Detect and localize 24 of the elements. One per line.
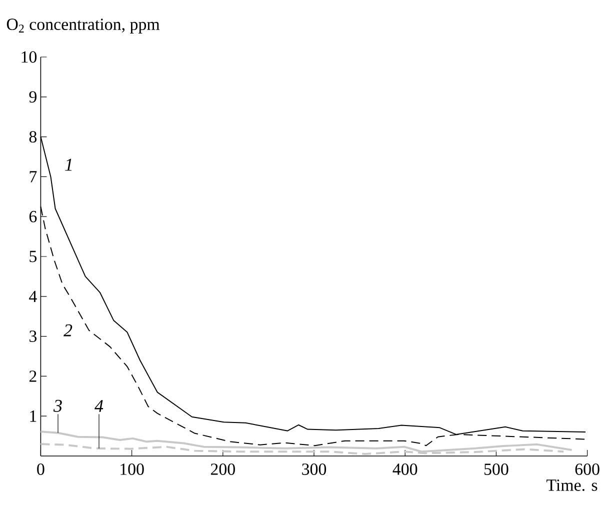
y-tick-label: 9 — [29, 91, 36, 103]
y-tick-label: 7 — [30, 171, 37, 182]
series-label: 1 — [65, 158, 72, 171]
series-label: 3 — [53, 400, 62, 412]
y-axis-title: O$_{2}$ concentration, ppm — [6, 18, 160, 34]
y-tick-label: 4 — [29, 290, 37, 302]
line-series — [40, 430, 573, 453]
x-tick-label: 200 — [210, 464, 235, 475]
text: 4 — [94, 400, 104, 412]
y-tick-label: 2 — [29, 370, 36, 382]
x-tick-label: 600 — [575, 464, 600, 475]
x-tick-label: 0 — [37, 464, 44, 475]
x-tick-label: 500 — [484, 464, 508, 475]
x-tick-label: 300 — [302, 464, 326, 475]
y-tick-label: 5 — [30, 250, 37, 262]
y-tick-label: 8 — [29, 131, 37, 143]
y-tick-label: 10 — [22, 51, 37, 63]
y-tick-label: 6 — [29, 210, 37, 222]
y-tick-label: 1 — [30, 410, 36, 422]
x-axis-title: Time. s — [546, 480, 598, 491]
y-tick-label: 3 — [30, 330, 37, 342]
x-tick-label: 100 — [120, 464, 144, 475]
x-tick-label: 400 — [392, 464, 418, 475]
series-label: 2 — [64, 324, 72, 336]
